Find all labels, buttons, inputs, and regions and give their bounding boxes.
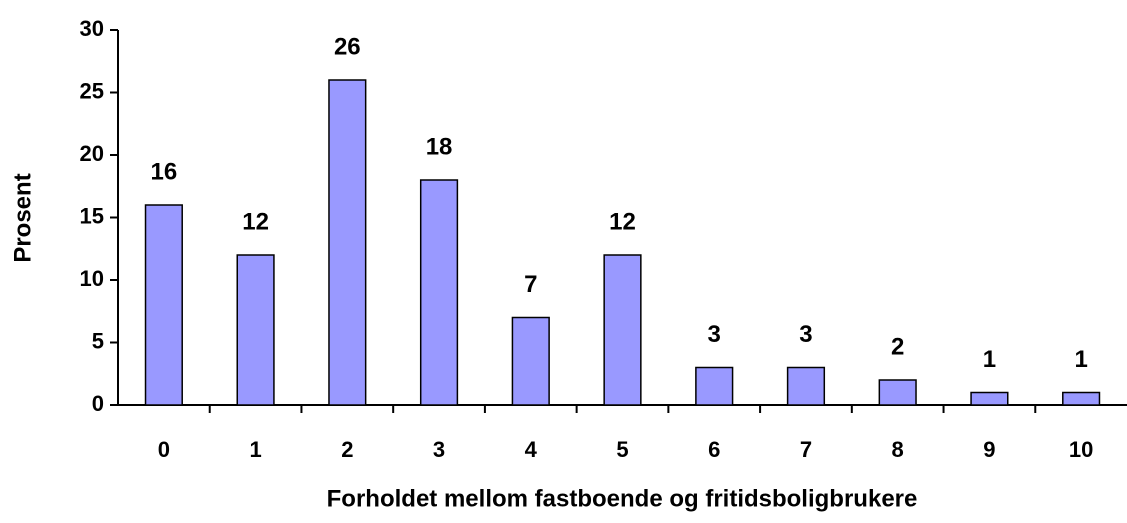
data-label: 7 [524, 271, 537, 298]
bar [144, 204, 183, 406]
y-tick-label: 25 [80, 78, 104, 103]
x-tick-label: 3 [433, 437, 445, 462]
bar [328, 79, 367, 406]
data-label: 26 [334, 33, 361, 60]
bar [695, 366, 734, 406]
y-tick-label: 0 [92, 391, 104, 416]
bar [970, 391, 1009, 406]
x-tick-label: 8 [892, 437, 904, 462]
data-label: 12 [242, 208, 269, 235]
data-label: 16 [151, 158, 178, 185]
x-tick-label: 0 [158, 437, 170, 462]
data-label: 2 [891, 333, 904, 360]
data-label: 3 [708, 321, 721, 348]
data-label: 18 [426, 133, 453, 160]
y-tick-label: 5 [92, 328, 104, 353]
x-tick-label: 6 [708, 437, 720, 462]
bar [236, 254, 275, 406]
y-axis-label: Prosent [9, 173, 36, 262]
bar [419, 179, 459, 406]
x-tick-label: 5 [616, 437, 628, 462]
data-label: 3 [799, 321, 812, 348]
y-tick-label: 30 [80, 16, 104, 41]
x-axis-label: Forholdet mellom fastboende og fritidsbo… [327, 485, 918, 512]
bar [511, 316, 550, 406]
x-tick-label: 7 [800, 437, 812, 462]
x-tick-label: 9 [983, 437, 995, 462]
data-label: 12 [609, 208, 636, 235]
bar [786, 366, 826, 406]
bar [603, 254, 642, 406]
bar [878, 379, 917, 406]
data-label: 1 [983, 346, 996, 373]
x-tick-label: 10 [1069, 437, 1093, 462]
y-tick-label: 15 [80, 203, 104, 228]
data-label: 1 [1074, 346, 1087, 373]
bar [1062, 391, 1101, 406]
x-tick-label: 2 [341, 437, 353, 462]
x-tick-label: 1 [249, 437, 261, 462]
y-tick-label: 20 [80, 141, 104, 166]
y-tick-label: 10 [80, 266, 104, 291]
x-tick-label: 4 [525, 437, 538, 462]
